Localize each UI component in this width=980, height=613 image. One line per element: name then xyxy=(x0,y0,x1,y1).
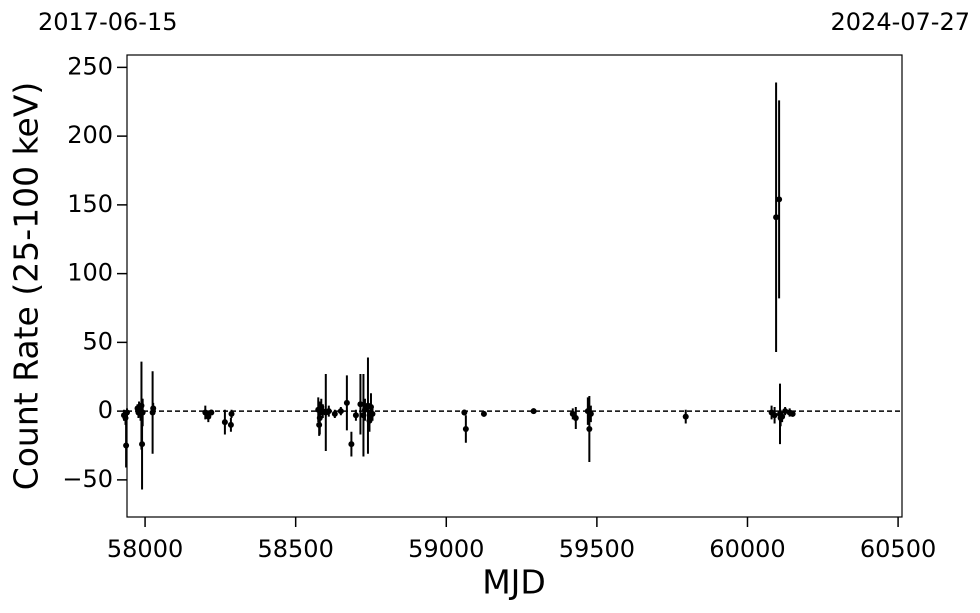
data-point xyxy=(337,408,344,415)
data-point xyxy=(123,442,130,449)
data-point xyxy=(343,399,350,406)
y-tick-label: 200 xyxy=(67,121,113,149)
data-point xyxy=(139,441,146,448)
data-point xyxy=(139,409,146,416)
data-point xyxy=(150,405,157,412)
data-point xyxy=(208,409,215,416)
x-tick-label: 60500 xyxy=(860,535,936,563)
y-tick-label: 150 xyxy=(67,190,113,218)
y-tick-label: 100 xyxy=(67,259,113,287)
x-tick-label: 59500 xyxy=(559,535,635,563)
x-tick-label: 60000 xyxy=(709,535,785,563)
data-point xyxy=(202,409,209,416)
start-date: 2017-06-15 xyxy=(38,8,177,36)
y-tick-label: −50 xyxy=(62,465,113,493)
y-tick-label: 0 xyxy=(98,396,113,424)
data-point xyxy=(779,413,786,420)
data-point xyxy=(776,196,783,203)
data-point xyxy=(587,410,594,417)
y-axis-label: Count Rate (25-100 keV) xyxy=(7,82,46,491)
x-axis-label: MJD xyxy=(482,563,546,602)
data-point xyxy=(205,413,212,420)
data-point xyxy=(530,408,537,415)
x-tick-label: 58500 xyxy=(257,535,333,563)
data-point xyxy=(569,410,576,417)
data-point xyxy=(480,410,487,417)
data-point xyxy=(221,419,228,426)
data-point xyxy=(228,410,235,417)
plot-frame xyxy=(126,54,903,518)
data-point xyxy=(782,408,789,415)
data-point xyxy=(586,426,593,432)
data-point xyxy=(789,410,796,417)
data-point xyxy=(771,412,778,419)
data-point xyxy=(462,426,469,432)
x-tick-label: 59000 xyxy=(408,535,484,563)
data-point xyxy=(348,441,355,448)
x-tick-label: 58000 xyxy=(107,535,183,563)
data-point xyxy=(227,421,234,428)
data-point xyxy=(773,214,780,221)
data-point xyxy=(682,413,689,420)
end-date: 2024-07-27 xyxy=(831,8,970,36)
data-point xyxy=(352,412,359,419)
data-point xyxy=(361,406,368,413)
data-point xyxy=(325,408,332,415)
data-point xyxy=(572,415,579,421)
data-point xyxy=(124,409,130,416)
data-point xyxy=(331,410,338,417)
data-point xyxy=(369,410,376,417)
data-point xyxy=(357,401,364,408)
y-tick-label: 250 xyxy=(67,52,113,80)
data-point xyxy=(316,415,323,421)
y-tick-label: 50 xyxy=(82,327,113,355)
data-point xyxy=(461,409,468,416)
